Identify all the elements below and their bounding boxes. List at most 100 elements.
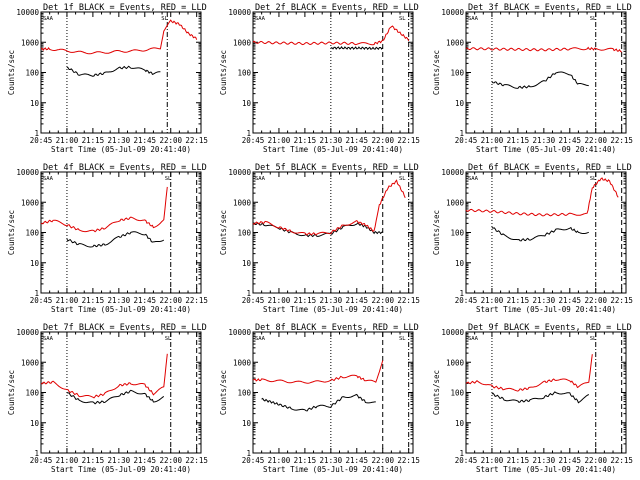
x-tick-label: 21:45: [133, 136, 156, 145]
annotation-saa: SAA: [255, 16, 266, 22]
y-tick-label: 1000: [446, 358, 465, 367]
panel-det-1f: Det 1f BLACK = Events, RED = LLD 1 10 100 10…: [7, 3, 208, 154]
series-lld: [40, 19, 198, 55]
annotation-sl: SL: [590, 16, 597, 22]
series-lld: [465, 177, 619, 217]
y-tick-label: 1: [246, 129, 251, 138]
x-tick-label: 21:45: [133, 296, 156, 305]
x-tick-label: 21:00: [56, 296, 79, 305]
y-tick-label: 10000: [228, 8, 251, 17]
x-tick-label: 21:15: [507, 136, 530, 145]
y-tick-label: 100: [25, 389, 39, 398]
y-axis-label: Counts/sec: [219, 50, 228, 95]
series-events: [330, 46, 384, 51]
y-tick-label: 10: [455, 259, 465, 268]
y-axis-label: Counts/sec: [7, 50, 16, 95]
y-tick-label: 1000: [21, 38, 40, 47]
x-tick-label: 21:15: [507, 456, 530, 465]
x-tick-label: 21:15: [82, 136, 105, 145]
x-axis-label: Start Time (05-Jul-09 20:41:40): [476, 305, 616, 314]
annotation-saa: SAA: [468, 176, 479, 182]
x-tick-label: 21:00: [481, 296, 504, 305]
y-tick-label: 1000: [233, 358, 252, 367]
x-tick-label: 21:00: [56, 456, 79, 465]
y-tick-label: 1: [459, 449, 464, 458]
x-tick-label: 22:15: [185, 456, 208, 465]
series-lld: [252, 25, 410, 46]
x-axis-label: Start Time (05-Jul-09 20:41:40): [476, 465, 616, 474]
panel-det-9f: Det 9f BLACK = Events, RED = LLD 1 10 100 10…: [432, 323, 633, 474]
x-tick-label: 21:45: [345, 456, 368, 465]
x-tick-label: 21:15: [294, 456, 317, 465]
annotation-sl: SL: [399, 176, 406, 182]
y-tick-label: 1000: [21, 358, 40, 367]
x-tick-label: 21:45: [345, 296, 368, 305]
panel-det-3f: Det 3f BLACK = Events, RED = LLD 1 10 100 10…: [432, 3, 633, 154]
y-tick-label: 10000: [16, 8, 39, 17]
y-tick-label: 10: [242, 259, 252, 268]
plot-frame: [252, 331, 414, 454]
y-tick-label: 10: [242, 419, 252, 428]
x-tick-label: 21:45: [345, 136, 368, 145]
annotation-saa: SAA: [43, 176, 54, 182]
x-tick-label: 20:45: [455, 296, 478, 305]
x-tick-label: 22:15: [397, 136, 420, 145]
annotation-sl: SL: [399, 16, 406, 22]
x-tick-label: 22:15: [185, 136, 208, 145]
y-tick-label: 1: [246, 289, 251, 298]
x-tick-label: 20:45: [455, 456, 478, 465]
annotation-saa: SAA: [255, 336, 266, 342]
x-tick-label: 20:45: [242, 136, 265, 145]
x-tick-label: 21:45: [133, 456, 156, 465]
series-events: [491, 71, 589, 89]
x-axis-label: Start Time (05-Jul-09 20:41:40): [51, 465, 191, 474]
y-tick-label: 10: [455, 99, 465, 108]
y-tick-label: 1: [246, 449, 251, 458]
y-tick-label: 1: [459, 129, 464, 138]
x-tick-label: 22:15: [610, 456, 633, 465]
panel-det-6f: Det 6f BLACK = Events, RED = LLD 1 10 100 10…: [432, 163, 633, 314]
x-tick-label: 22:15: [610, 136, 633, 145]
series-lld: [465, 354, 593, 392]
annotation-sl: SL: [590, 336, 597, 342]
x-tick-label: 21:30: [108, 456, 131, 465]
x-tick-label: 22:00: [371, 456, 394, 465]
x-tick-label: 20:45: [242, 456, 265, 465]
x-axis-label: Start Time (05-Jul-09 20:41:40): [263, 305, 403, 314]
x-tick-label: 22:00: [159, 136, 182, 145]
y-axis-label: Counts/sec: [7, 370, 16, 415]
series-events: [66, 231, 165, 248]
y-tick-label: 100: [237, 389, 251, 398]
panel-det-2f: Det 2f BLACK = Events, RED = LLD 1 10 100 10…: [219, 3, 420, 154]
y-axis-label: Counts/sec: [7, 210, 16, 255]
y-tick-label: 10000: [16, 168, 39, 177]
y-axis-label: Counts/sec: [432, 50, 441, 95]
y-axis-label: Counts/sec: [219, 210, 228, 255]
x-tick-label: 21:00: [268, 456, 291, 465]
plot-title: Det 5f BLACK = Events, RED = LLD: [255, 163, 419, 173]
x-tick-label: 21:15: [294, 136, 317, 145]
y-tick-label: 10: [455, 419, 465, 428]
y-tick-label: 1000: [446, 38, 465, 47]
y-axis-label: Counts/sec: [219, 370, 228, 415]
x-axis-label: Start Time (05-Jul-09 20:41:40): [263, 465, 403, 474]
x-tick-label: 20:45: [30, 456, 53, 465]
x-axis-label: Start Time (05-Jul-09 20:41:40): [476, 145, 616, 154]
y-tick-label: 10: [30, 419, 40, 428]
x-axis-label: Start Time (05-Jul-09 20:41:40): [51, 145, 191, 154]
y-tick-label: 10: [30, 259, 40, 268]
plot-title: Det 3f BLACK = Events, RED = LLD: [468, 3, 632, 13]
y-tick-label: 100: [237, 69, 251, 78]
y-axis-label: Counts/sec: [432, 370, 441, 415]
x-tick-label: 21:00: [481, 136, 504, 145]
y-tick-label: 10000: [16, 328, 39, 337]
annotation-saa: SAA: [468, 16, 479, 22]
x-tick-label: 22:00: [584, 456, 607, 465]
x-tick-label: 22:00: [584, 136, 607, 145]
x-tick-label: 21:45: [558, 296, 581, 305]
series-lld: [40, 186, 168, 233]
y-tick-label: 10000: [441, 8, 464, 17]
plot-title: Det 6f BLACK = Events, RED = LLD: [468, 163, 632, 173]
y-tick-label: 10: [242, 99, 252, 108]
